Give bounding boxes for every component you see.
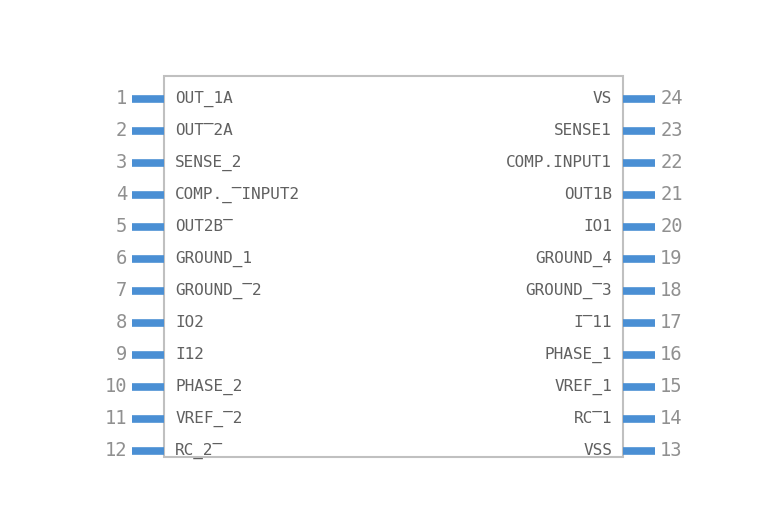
Text: 11: 11 [104, 410, 127, 428]
Text: 7: 7 [116, 281, 127, 301]
Text: OUT̅2A: OUT̅2A [175, 123, 233, 138]
Text: 9: 9 [116, 345, 127, 364]
Text: 3: 3 [116, 153, 127, 172]
Text: PHASE_2: PHASE_2 [175, 379, 243, 395]
Text: 15: 15 [660, 377, 683, 396]
Text: 13: 13 [660, 442, 683, 461]
Text: RC̅1: RC̅1 [574, 411, 612, 427]
Text: 2: 2 [116, 121, 127, 140]
Text: RC_2̅: RC_2̅ [175, 443, 223, 459]
Text: 5: 5 [116, 217, 127, 236]
Text: OUT2B̅: OUT2B̅ [175, 219, 233, 234]
Text: VS: VS [593, 91, 612, 106]
Text: 19: 19 [660, 250, 683, 268]
Text: 16: 16 [660, 345, 683, 364]
Text: SENSE_2: SENSE_2 [175, 155, 243, 171]
Text: COMP.INPUT1: COMP.INPUT1 [506, 155, 612, 170]
Bar [164, 76, 623, 457]
Text: 22: 22 [660, 153, 683, 172]
Text: 17: 17 [660, 313, 683, 332]
Text: IO1: IO1 [583, 219, 612, 234]
Text: I12: I12 [175, 347, 204, 362]
Text: IO2: IO2 [175, 315, 204, 330]
Text: 14: 14 [660, 410, 683, 428]
Text: 4: 4 [116, 185, 127, 204]
Text: GROUND_̅2: GROUND_̅2 [175, 282, 262, 299]
Text: GROUND_̅3: GROUND_̅3 [525, 282, 612, 299]
Text: 18: 18 [660, 281, 683, 301]
Text: GROUND_1: GROUND_1 [175, 251, 252, 267]
Text: 21: 21 [660, 185, 683, 204]
Text: 6: 6 [116, 250, 127, 268]
Text: 23: 23 [660, 121, 683, 140]
Text: 8: 8 [116, 313, 127, 332]
Text: VREF_̅2: VREF_̅2 [175, 411, 243, 427]
Text: 20: 20 [660, 217, 683, 236]
Text: COMP._̅INPUT2: COMP._̅INPUT2 [175, 187, 300, 203]
Text: VSS: VSS [583, 444, 612, 459]
Text: OUT1B: OUT1B [564, 187, 612, 202]
Text: GROUND_4: GROUND_4 [535, 251, 612, 267]
Text: SENSE1: SENSE1 [554, 123, 612, 138]
Text: PHASE_1: PHASE_1 [545, 347, 612, 363]
Text: 24: 24 [660, 89, 683, 108]
Text: 12: 12 [104, 442, 127, 461]
Text: 10: 10 [104, 377, 127, 396]
Text: I̅11: I̅11 [574, 315, 612, 330]
Text: OUT_1A: OUT_1A [175, 90, 233, 107]
Text: VREF_1: VREF_1 [554, 379, 612, 395]
Text: 1: 1 [116, 89, 127, 108]
